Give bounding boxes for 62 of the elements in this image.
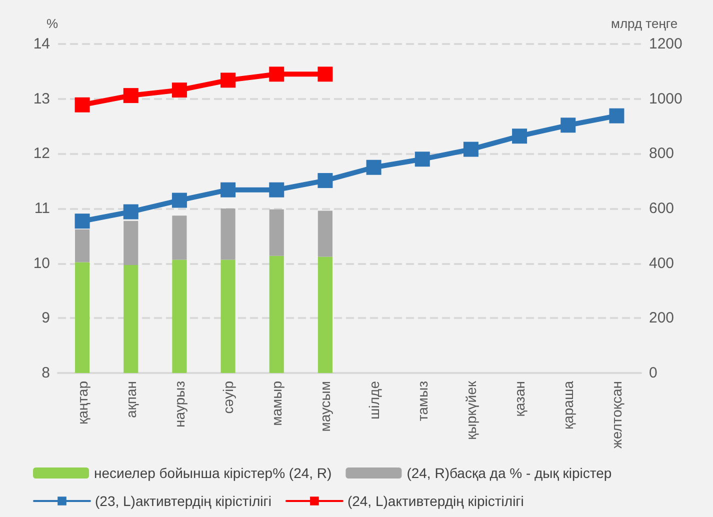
y2-tick-label: 200 <box>649 310 674 327</box>
y2-tick-label: 1000 <box>649 90 682 108</box>
bar <box>318 256 332 373</box>
x-tick-label: қазан <box>512 381 528 417</box>
x-tick-label: маусым <box>317 381 334 432</box>
point <box>220 182 236 198</box>
y-tick-label: 14 <box>33 36 50 52</box>
bar <box>172 216 187 260</box>
y2-tick-label: 600 <box>649 200 674 217</box>
bar <box>220 260 236 373</box>
y2-tick-label: 400 <box>649 254 674 272</box>
point <box>609 108 624 124</box>
bar <box>269 209 284 256</box>
point <box>366 160 382 175</box>
point <box>269 182 284 198</box>
point <box>172 192 187 208</box>
bar <box>75 262 90 373</box>
x-tick-label: қыркүйек <box>462 380 479 440</box>
legend-label: несиелер бойынша кірістер% (24, R) <box>94 465 332 481</box>
y-tick-label: 11 <box>34 200 50 217</box>
legend-label: (23, L)активтердің кірістілігі <box>95 493 272 509</box>
point <box>123 204 138 220</box>
y-axis-title: % <box>46 16 58 31</box>
point <box>560 118 576 133</box>
y-tick-label: 9 <box>42 310 50 327</box>
bar <box>318 210 332 257</box>
bar <box>124 220 138 265</box>
point <box>318 173 333 188</box>
y2-tick-label: 800 <box>649 145 674 162</box>
x-tick-label: мамыр <box>268 380 285 426</box>
bar <box>124 264 138 373</box>
x-tick-label: қараша <box>560 380 576 430</box>
y-tick-label: 12 <box>33 145 50 162</box>
point <box>414 152 430 167</box>
y2-axis-title: млрд теңге <box>611 16 678 31</box>
x-tick-label: қаңтар <box>74 380 90 424</box>
bar <box>220 208 236 260</box>
point <box>269 66 284 82</box>
x-tick-label: тамыз <box>414 381 430 422</box>
y-tick-label: 8 <box>42 364 50 382</box>
x-tick-label: ақпан <box>122 381 139 418</box>
x-tick-label: наурыз <box>171 381 188 428</box>
point <box>74 214 90 229</box>
point <box>220 72 236 88</box>
y2-tick-label: 1200 <box>649 36 682 52</box>
point <box>318 66 333 82</box>
legend-label: (24, R)басқа да % - дық кірістер <box>406 465 612 481</box>
bar <box>172 260 187 373</box>
y-tick-label: 13 <box>33 90 50 108</box>
point <box>74 97 90 112</box>
x-tick-label: желтоқсан <box>608 381 625 449</box>
point <box>123 88 138 104</box>
y2-tick-label: 0 <box>649 364 658 382</box>
point <box>172 82 187 98</box>
point <box>463 142 478 157</box>
bar <box>269 256 284 373</box>
y-tick-label: 10 <box>33 254 50 272</box>
bar <box>75 229 90 262</box>
x-tick-label: шілде <box>366 380 382 420</box>
point <box>512 128 528 144</box>
x-tick-label: сәуір <box>220 380 236 414</box>
legend-label: (24, L)активтердің кірістілігі <box>347 493 524 509</box>
